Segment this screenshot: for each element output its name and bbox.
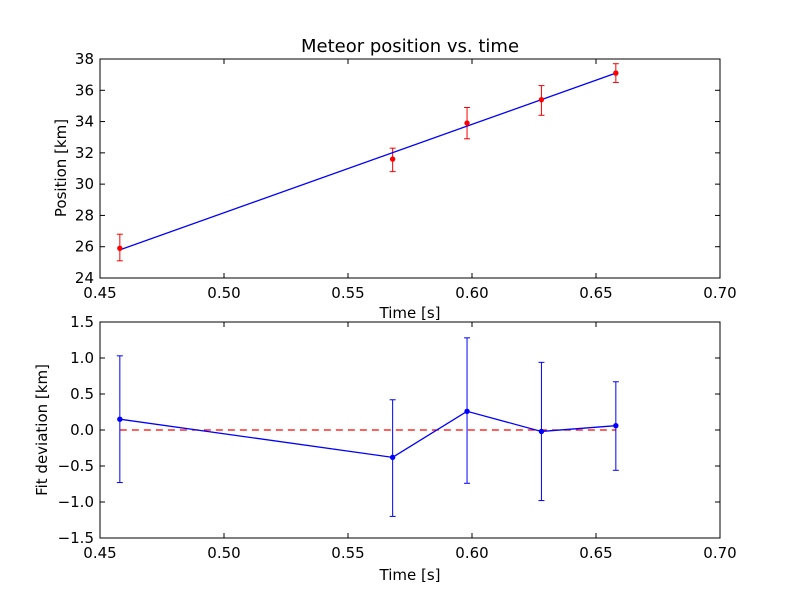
- deviation-y-tick-label: −1.0: [58, 493, 94, 511]
- deviation-y-tick-label: 0.0: [70, 421, 94, 439]
- deviation-x-tick-label: 0.70: [703, 544, 736, 562]
- deviation-x-axis-label: Time [s]: [379, 566, 441, 584]
- position-y-ticks: 24 26 28 30 32 34 36 38: [75, 50, 720, 287]
- position-y-tick-label: 36: [75, 81, 94, 99]
- position-plot-frame: [99, 58, 721, 279]
- position-point: [538, 96, 545, 103]
- position-y-tick-label: 28: [75, 206, 94, 224]
- deviation-x-tick-label: 0.60: [455, 544, 488, 562]
- position-point: [613, 70, 619, 76]
- deviation-y-tick-label: 1.0: [70, 349, 94, 367]
- deviation-point: [464, 408, 470, 414]
- deviation-y-tick-label: −1.5: [58, 529, 94, 547]
- position-y-tick-label: 38: [75, 50, 94, 68]
- position-y-tick-label: 26: [75, 238, 94, 256]
- position-y-axis-label: Position [km]: [52, 119, 70, 217]
- deviation-x-tick-label: 0.55: [331, 544, 364, 562]
- deviation-x-ticks: 0.45 0.50 0.55 0.60 0.65 0.70: [83, 322, 737, 562]
- position-y-tick-label: 30: [75, 175, 94, 193]
- deviation-y-tick-label: 1.5: [70, 313, 94, 331]
- deviation-point: [117, 416, 123, 422]
- position-x-tick-label: 0.60: [455, 284, 488, 302]
- position-point: [117, 245, 123, 251]
- deviation-plot-marks: [116, 337, 619, 517]
- deviation-y-tick-label: −0.5: [58, 457, 94, 475]
- deviation-x-tick-label: 0.50: [207, 544, 240, 562]
- position-y-tick-label: 34: [75, 113, 94, 131]
- position-plot: Meteor position vs. time 0.45 0.50 0.55 0.6…: [52, 36, 737, 322]
- position-y-tick-label: 24: [75, 269, 94, 287]
- deviation-y-tick-label: 0.5: [70, 385, 94, 403]
- position-x-ticks: 0.45 0.50 0.55 0.60 0.65 0.70: [83, 59, 737, 302]
- position-plot-marks: [116, 63, 619, 262]
- position-x-tick-label: 0.70: [703, 284, 736, 302]
- deviation-point: [538, 428, 545, 435]
- deviation-y-ticks: 1.5 1.0 0.5 0.0 −0.5 −1.0 −1.5: [58, 313, 720, 547]
- position-x-tick-label: 0.55: [331, 284, 364, 302]
- position-x-tick-label: 0.45: [83, 284, 116, 302]
- deviation-point: [389, 454, 396, 461]
- position-y-tick-label: 32: [75, 144, 94, 162]
- position-point: [389, 156, 396, 162]
- deviation-x-tick-label: 0.45: [83, 544, 116, 562]
- deviation-point: [613, 422, 619, 429]
- position-x-axis-label: Time [s]: [379, 304, 441, 322]
- fit-line: [119, 72, 617, 251]
- deviation-plot: 0.45 0.50 0.55 0.60 0.65 0.70 1.5 1.0 0.5 0.0 −0.…: [33, 313, 737, 584]
- position-x-tick-label: 0.50: [207, 284, 240, 302]
- chart-title: Meteor position vs. time: [301, 36, 519, 57]
- deviation-y-axis-label: Fit deviation [km]: [33, 364, 51, 496]
- position-x-tick-label: 0.65: [579, 284, 612, 302]
- deviation-x-tick-label: 0.65: [579, 544, 612, 562]
- position-point: [464, 120, 470, 126]
